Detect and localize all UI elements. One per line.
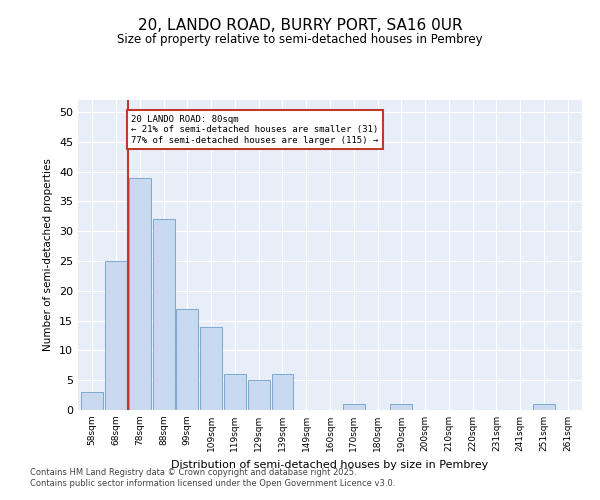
Bar bbox=[105, 261, 127, 410]
Bar bbox=[272, 374, 293, 410]
Bar bbox=[343, 404, 365, 410]
Bar bbox=[533, 404, 555, 410]
Bar bbox=[200, 326, 222, 410]
Bar bbox=[391, 404, 412, 410]
Text: Size of property relative to semi-detached houses in Pembrey: Size of property relative to semi-detach… bbox=[117, 32, 483, 46]
Text: Contains HM Land Registry data © Crown copyright and database right 2025.
Contai: Contains HM Land Registry data © Crown c… bbox=[30, 468, 395, 487]
Bar bbox=[82, 392, 103, 410]
Text: 20 LANDO ROAD: 80sqm
← 21% of semi-detached houses are smaller (31)
77% of semi-: 20 LANDO ROAD: 80sqm ← 21% of semi-detac… bbox=[131, 115, 379, 144]
Text: 20, LANDO ROAD, BURRY PORT, SA16 0UR: 20, LANDO ROAD, BURRY PORT, SA16 0UR bbox=[137, 18, 463, 32]
Bar bbox=[248, 380, 269, 410]
Bar bbox=[152, 219, 175, 410]
X-axis label: Distribution of semi-detached houses by size in Pembrey: Distribution of semi-detached houses by … bbox=[172, 460, 488, 469]
Bar bbox=[224, 374, 246, 410]
Bar bbox=[176, 308, 198, 410]
Y-axis label: Number of semi-detached properties: Number of semi-detached properties bbox=[43, 158, 53, 352]
Bar bbox=[129, 178, 151, 410]
